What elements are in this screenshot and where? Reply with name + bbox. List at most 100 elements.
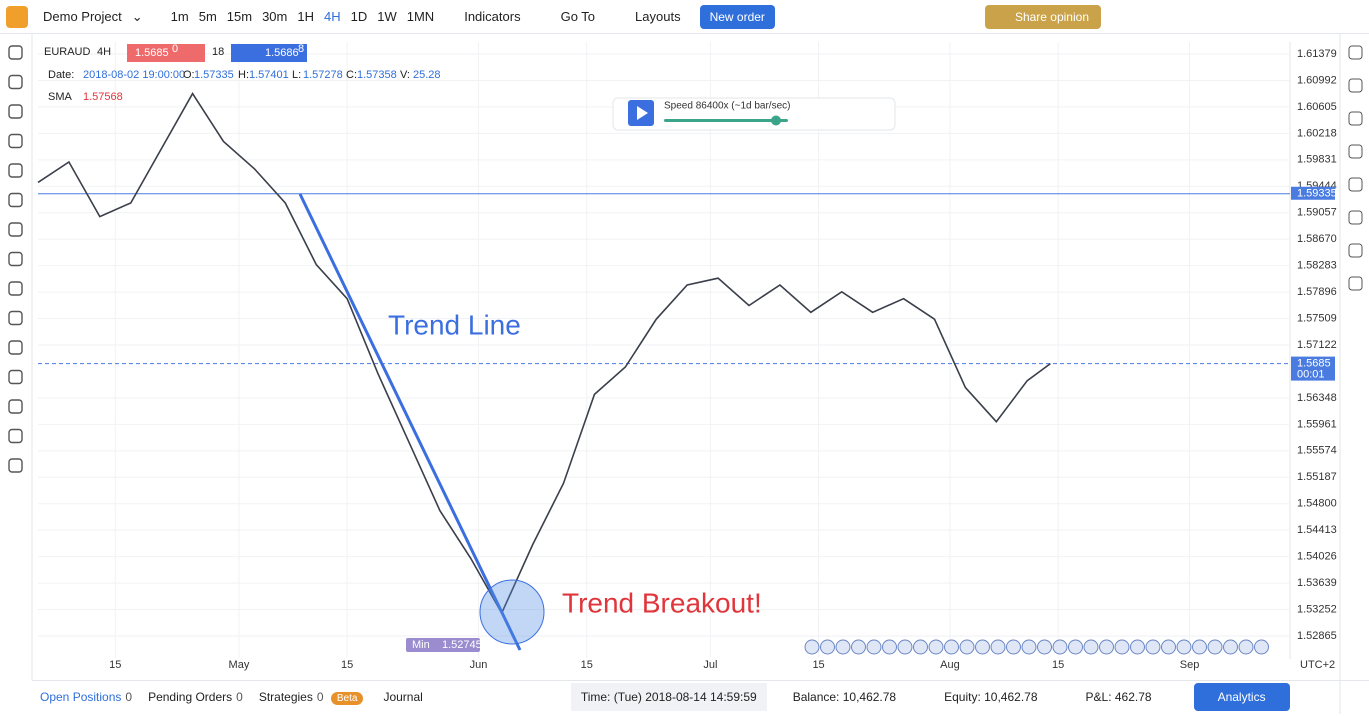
journal[interactable]: Journal: [383, 690, 423, 704]
timeframe[interactable]: 5m: [198, 9, 217, 24]
event-icon: [820, 639, 835, 655]
x-tick-label: 15: [1052, 659, 1064, 671]
timeframe[interactable]: 1MN: [406, 9, 435, 24]
sma-value: 1.57568: [83, 91, 123, 103]
side-icon: [1348, 177, 1363, 192]
last-price-time: 00:01: [1297, 369, 1325, 381]
ohlc-o-label: O:: [183, 69, 195, 81]
y-tick-label: 1.58670: [1297, 233, 1337, 245]
timeframe[interactable]: 1m: [170, 9, 189, 24]
open-positions[interactable]: Open Positions 0: [40, 690, 133, 704]
tool-icon: [8, 163, 23, 178]
y-tick-label: 1.57122: [1297, 339, 1337, 351]
side-icon: [1348, 276, 1363, 291]
tool-icon: [8, 281, 23, 296]
timeframe[interactable]: 30m: [262, 9, 288, 24]
y-tick-label: 1.59831: [1297, 154, 1337, 166]
indicators[interactable]: Indicators: [464, 9, 521, 24]
y-tick-label: 1.56348: [1297, 392, 1337, 404]
tool-icon: [8, 222, 23, 237]
speed-track: [664, 119, 788, 122]
y-tick-label: 1.54413: [1297, 524, 1337, 536]
ohlc-h-label: H:: [238, 69, 249, 81]
event-icon: [1145, 639, 1161, 655]
event-icon: [928, 639, 944, 655]
ohlc-h: 1.57401: [249, 69, 289, 81]
ohlc-l: 1.57278: [303, 69, 343, 81]
tool-icon: [8, 192, 23, 208]
event-icon: [1068, 639, 1083, 655]
event-icon: [1254, 639, 1269, 655]
share-opinion[interactable]: Share opinion: [984, 4, 1101, 29]
layouts[interactable]: Layouts: [635, 9, 681, 24]
bid-pip: 0: [172, 43, 178, 55]
logo: [6, 5, 28, 28]
side-icon: [1348, 111, 1363, 126]
last-price-label: 1.5685: [1297, 358, 1331, 370]
timeframe[interactable]: 1D: [350, 9, 368, 24]
y-tick-label: 1.55574: [1297, 445, 1337, 457]
symbol: EURAUD: [44, 46, 91, 58]
timeframe[interactable]: 1H: [297, 9, 314, 24]
event-icon: [975, 639, 990, 655]
timeframe[interactable]: 15m: [226, 9, 253, 24]
bid: 1.5685: [135, 47, 169, 59]
goto[interactable]: Go To: [560, 9, 596, 24]
x-tick-label: Aug: [940, 659, 960, 671]
x-tick-label: 15: [812, 659, 824, 671]
y-tick-label: 1.60992: [1297, 74, 1337, 86]
tool-icon: [8, 428, 23, 444]
strategies[interactable]: Strategies 0 Beta: [259, 690, 364, 705]
event-icon: [1223, 639, 1238, 655]
tool-icon: [8, 74, 23, 90]
y-tick-label: 1.54026: [1297, 551, 1337, 563]
pnl: P&L: 462.78: [1085, 690, 1152, 704]
project[interactable]: Demo Project: [43, 9, 122, 24]
trend-line-label: Trend Line: [388, 309, 521, 340]
new-order[interactable]: New order: [699, 4, 775, 29]
event-icon: [866, 639, 882, 655]
trend-line: [298, 193, 522, 651]
beta-badge: Beta: [330, 692, 364, 705]
tool-icon: [8, 340, 23, 355]
event-icon: [944, 639, 959, 655]
side-icon: [1348, 210, 1363, 225]
analytics[interactable]: Analytics: [1193, 683, 1290, 711]
y-tick-label: 1.55961: [1297, 418, 1337, 430]
time: Time: (Tue) 2018-08-14 14:59:59: [570, 683, 767, 711]
tool-icon: [8, 458, 23, 473]
event-icon: [1192, 639, 1207, 655]
min-label: Min: [412, 639, 430, 651]
side-icon: [1348, 45, 1363, 60]
x-tick-label: May: [229, 659, 250, 671]
event-icon: [851, 639, 866, 655]
event-icon: [897, 639, 913, 655]
x-tick-label: Jun: [470, 659, 488, 671]
tool-icon: [8, 104, 23, 119]
play-icon: [637, 106, 648, 120]
event-icon: [1006, 639, 1021, 655]
chart-area: 1.613791.609921.606051.602181.598311.594…: [0, 34, 1363, 714]
ohlc-v: 25.28: [413, 69, 441, 81]
event-icon: [1099, 639, 1114, 655]
player-speed: Speed 86400x (~1d bar/sec): [664, 101, 790, 112]
timeframes: 1m 5m 15m 30m 1H 4H 1D 1W 1MN: [166, 9, 440, 24]
pending-orders[interactable]: Pending Orders 0: [148, 690, 243, 704]
y-tick-label: 1.54800: [1297, 498, 1337, 510]
min-value: 1.52745: [442, 639, 482, 651]
timeframe[interactable]: 4H: [324, 9, 341, 24]
ask-pip: 8: [298, 43, 304, 55]
tool-icons: [8, 45, 23, 473]
event-icon: [1238, 639, 1254, 655]
y-tick-label: 1.57896: [1297, 286, 1337, 298]
ask-box: [231, 44, 307, 62]
event-icon: [1021, 639, 1037, 655]
tool-icon: [8, 310, 23, 326]
timezone: UTC+2: [1300, 659, 1335, 671]
timeframe[interactable]: 1W: [377, 9, 397, 24]
y-tick-label: 1.57509: [1297, 312, 1337, 324]
event-icon: [1052, 639, 1068, 655]
tool-icon: [8, 133, 23, 149]
tool-icon: [8, 399, 23, 414]
speed-knob: [771, 115, 781, 126]
